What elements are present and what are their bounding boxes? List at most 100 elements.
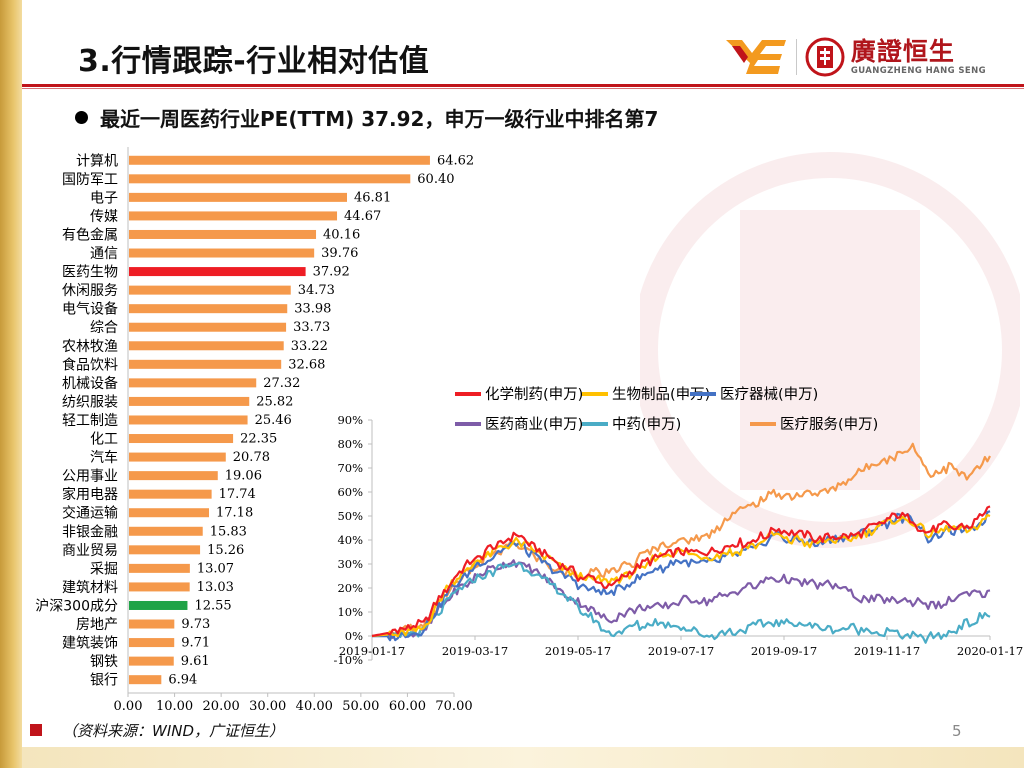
line-x-tick-label: 2019-09-17 (751, 644, 817, 658)
line-y-tick-label: 70% (337, 461, 363, 475)
title-rule (22, 84, 1024, 87)
bar-category-label: 通信 (90, 246, 118, 262)
bar (129, 600, 188, 610)
bar-category-label: 综合 (90, 320, 118, 336)
bar-x-tick-label: 40.00 (296, 699, 333, 714)
bar-category-label: 轻工制造 (62, 413, 118, 429)
bar-value-label: 13.07 (197, 561, 234, 576)
bar-value-label: 20.78 (233, 450, 270, 465)
line-x-tick-label: 2020-01-17 (957, 644, 1023, 658)
bar-value-label: 19.06 (225, 469, 262, 484)
title-rule-thin (22, 88, 1024, 89)
bar-value-label: 9.61 (181, 654, 210, 669)
bar-category-label: 国防军工 (62, 172, 118, 188)
bar-category-label: 家用电器 (62, 486, 118, 503)
legend-swatch (582, 421, 608, 426)
logo-en: GUANGZHENG HANG SENG (850, 66, 986, 76)
bar-value-label: 33.73 (293, 320, 330, 335)
bar (129, 526, 203, 536)
bar-category-label: 纺织服装 (62, 394, 118, 410)
bar (129, 248, 315, 258)
bar (129, 619, 175, 629)
bar (129, 563, 190, 573)
bar-value-label: 32.68 (288, 357, 325, 372)
bar-category-label: 化工 (90, 432, 118, 448)
bar (129, 267, 306, 277)
bar (129, 304, 288, 314)
legend-item: 医疗服务(申万) (750, 413, 878, 434)
legend-item: 生物制品(申万) (582, 383, 710, 404)
bar-value-label: 33.22 (291, 339, 328, 354)
bar-x-tick-label: 60.00 (389, 699, 426, 714)
bar (129, 545, 201, 555)
bar (129, 359, 282, 369)
bar-value-label: 39.76 (321, 246, 358, 261)
bar-category-label: 医药生物 (62, 265, 118, 281)
bar-value-label: 22.35 (240, 432, 277, 447)
bar (129, 229, 317, 239)
bar-value-label: 64.62 (437, 153, 474, 168)
bar-category-label: 休闲服务 (62, 283, 118, 299)
legend-label: 医疗服务(申万) (780, 417, 879, 433)
bar-value-label: 15.26 (207, 543, 244, 558)
bar (129, 675, 162, 685)
source-marker (30, 724, 42, 736)
bar-category-label: 机械设备 (62, 375, 118, 392)
bar-category-label: 采掘 (90, 561, 118, 577)
legend-label: 化学制药(申万) (485, 387, 584, 403)
bar-value-label: 25.46 (255, 413, 292, 428)
legend-label: 生物制品(申万) (612, 387, 711, 403)
line-series (372, 559, 991, 639)
legend-swatch (750, 421, 776, 426)
page-title: 3.行情跟踪-行业相对估值 (78, 44, 430, 79)
bar-category-label: 沪深300成分 (35, 598, 118, 614)
bar-category-label: 钢铁 (90, 654, 118, 670)
line-y-tick-label: 20% (337, 581, 363, 595)
bar (129, 174, 411, 184)
legend-swatch (582, 391, 608, 396)
legend-swatch (455, 391, 481, 396)
bar-category-label: 商业贸易 (62, 543, 118, 559)
bar-category-label: 建筑装饰 (62, 636, 118, 652)
bar-category-label: 房地产 (76, 617, 118, 633)
bar-value-label: 37.92 (313, 265, 350, 280)
bar (129, 638, 175, 648)
legend-swatch (690, 391, 716, 396)
line-y-tick-label: -10% (334, 653, 364, 667)
line-y-tick-label: 90% (337, 413, 363, 427)
subtitle: 最近一周医药行业PE(TTM) 37.92，申万一级行业中排名第7 (100, 107, 659, 131)
line-series (372, 561, 991, 644)
bar-value-label: 27.32 (263, 376, 300, 391)
bar-category-label: 计算机 (76, 153, 118, 169)
legend-item: 化学制药(申万) (455, 383, 583, 404)
bar-value-label: 17.74 (219, 487, 256, 502)
bar-value-label: 13.03 (197, 580, 234, 595)
line-series (371, 505, 991, 638)
bar (129, 192, 348, 202)
bar-category-label: 非银金融 (62, 524, 118, 540)
bar (129, 508, 210, 518)
bar (129, 471, 218, 481)
line-y-tick-label: 60% (337, 485, 363, 499)
bar-category-label: 汽车 (90, 449, 118, 466)
logo-cn: 廣證恒生 (850, 37, 955, 66)
bar-category-label: 有色金属 (62, 226, 118, 243)
line-series (371, 442, 991, 640)
bar-value-label: 40.16 (323, 227, 360, 242)
bar-value-label: 9.71 (181, 636, 210, 651)
footer-bar (22, 747, 1024, 768)
bar-value-label: 17.18 (216, 506, 253, 521)
bar-category-label: 公用事业 (62, 469, 118, 485)
line-y-tick-label: 80% (337, 437, 363, 451)
legend-item: 医药商业(申万) (455, 413, 583, 434)
bar-x-tick-label: 0.00 (114, 699, 143, 714)
legend-item: 医疗器械(申万) (690, 383, 818, 404)
legend-label: 医疗器械(申万) (720, 387, 819, 403)
bar-category-label: 电气设备 (62, 301, 118, 318)
bar (129, 489, 212, 499)
bar (129, 155, 430, 165)
bar-category-label: 传媒 (90, 209, 118, 225)
seal-icon (805, 37, 845, 77)
